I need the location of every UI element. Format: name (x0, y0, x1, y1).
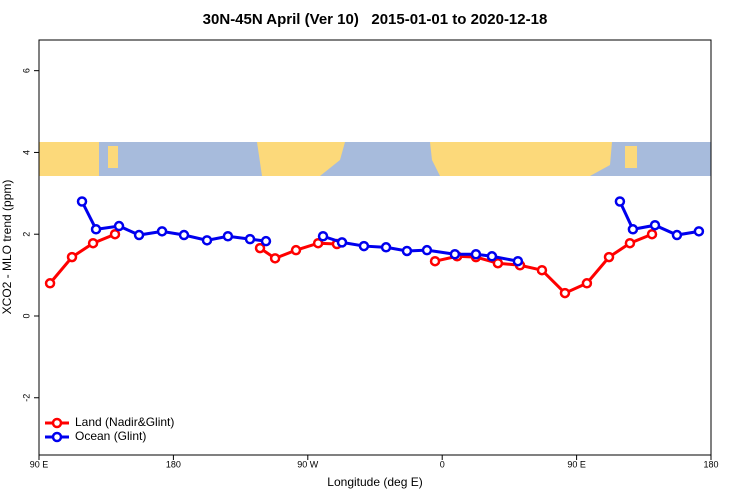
data-point (244, 233, 256, 245)
legend-marker (51, 417, 63, 429)
data-point (358, 240, 370, 252)
legend-label: Ocean (Glint) (75, 429, 146, 443)
data-point (222, 231, 234, 242)
chart-title: 30N-45N April (Ver 10) 2015-01-01 to 202… (203, 11, 548, 28)
data-point (44, 278, 56, 289)
data-point (317, 231, 329, 242)
data-point (671, 229, 683, 241)
x-tick-label: 180 (703, 459, 718, 469)
data-point (312, 237, 324, 249)
data-point (646, 228, 658, 240)
data-point (109, 228, 121, 240)
data-point (581, 278, 593, 289)
data-point (536, 264, 548, 276)
series-line (80, 200, 700, 263)
x-tick-label: 90 E (30, 459, 49, 469)
x-tick-label: 180 (166, 459, 181, 469)
data-point (260, 235, 272, 247)
data-point (290, 244, 302, 256)
data-point (559, 287, 571, 299)
y-tick-label: 4 (21, 150, 31, 155)
y-tick-label: 2 (21, 232, 31, 237)
data-point (603, 251, 615, 263)
data-point (380, 242, 392, 253)
data-point (693, 226, 705, 237)
y-tick-label: 6 (21, 68, 31, 73)
data-point (449, 248, 461, 260)
data-point (113, 220, 125, 232)
x-tick-label: 0 (440, 459, 445, 469)
data-point (201, 235, 213, 246)
data-point (512, 255, 524, 267)
y-axis-title: XCO2 - MLO trend (ppm) (0, 180, 14, 315)
data-point (486, 251, 498, 262)
data-point (401, 245, 413, 257)
data-point (254, 242, 266, 254)
x-axis-title: Longitude (deg E) (327, 475, 422, 489)
data-point (627, 224, 639, 235)
plot-frame (38, 39, 712, 456)
x-tick-label: 90 W (297, 459, 319, 469)
data-point (470, 248, 482, 260)
data-point (156, 226, 168, 237)
data-point (649, 219, 661, 231)
data-point (66, 251, 78, 263)
y-tick-label: 0 (21, 313, 31, 318)
data-point (178, 229, 190, 241)
legend-label: Land (Nadir&Glint) (75, 415, 174, 429)
data-point (421, 244, 433, 256)
data-point (624, 237, 636, 249)
data-point (336, 237, 348, 248)
data-point (76, 196, 88, 207)
data-point (87, 237, 99, 249)
data-point (133, 229, 145, 241)
data-point (269, 253, 281, 264)
data-point (614, 196, 626, 207)
y-tick-label: -2 (21, 394, 31, 402)
data-point (90, 224, 102, 235)
legend-marker (51, 431, 63, 443)
data-point (492, 257, 504, 269)
data-point (429, 255, 441, 267)
x-tick-label: 90 E (567, 459, 586, 469)
map-band (39, 142, 711, 176)
